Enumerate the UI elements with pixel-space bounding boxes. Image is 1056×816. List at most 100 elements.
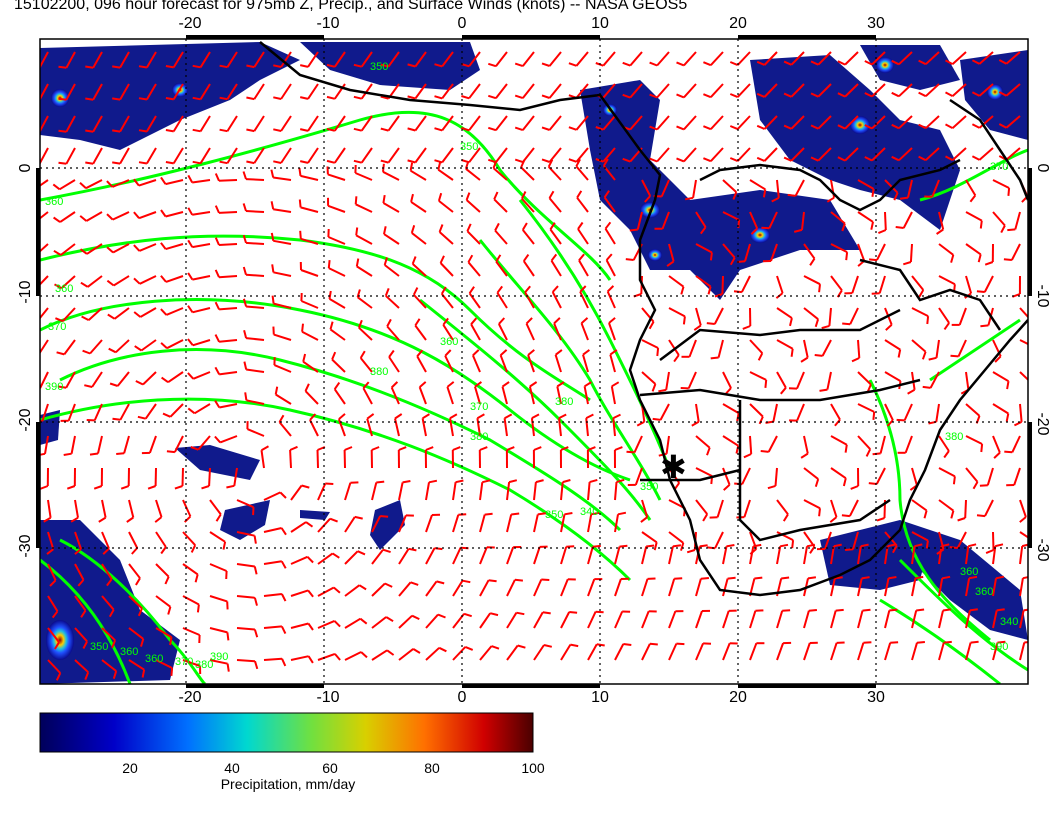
wind-barb <box>236 563 255 568</box>
wind-barb <box>40 211 49 220</box>
wind-barb-flag <box>685 196 694 201</box>
wind-barb-flag <box>408 547 417 552</box>
wind-barb <box>165 179 184 186</box>
wind-barb-flag <box>302 353 307 362</box>
wind-barb <box>182 531 196 546</box>
wind-barb <box>328 298 346 309</box>
wind-barb-flag <box>1003 258 1012 261</box>
wind-barb <box>587 643 598 661</box>
wind-barb <box>101 659 117 672</box>
wind-barb-flag <box>623 643 632 646</box>
wind-barb-flag <box>112 129 121 133</box>
wind-barb-flag <box>865 448 872 457</box>
wind-barb <box>641 339 659 349</box>
wind-barb <box>844 147 859 162</box>
wind-barb <box>790 147 805 162</box>
wind-barb <box>749 403 764 418</box>
wind-barb-flag <box>394 413 403 420</box>
wind-barb <box>70 435 76 454</box>
wind-barb <box>871 115 886 130</box>
wind-barb-flag <box>727 576 736 580</box>
wind-barb <box>247 428 265 437</box>
wind-barb-flag <box>918 123 927 130</box>
wind-barb-flag <box>783 92 792 98</box>
wind-barb-flag <box>541 126 550 131</box>
wind-barb-flag <box>390 381 399 389</box>
wind-barb-flag <box>916 641 925 644</box>
wind-barb-flag <box>442 317 449 326</box>
wind-barb-flag <box>160 209 167 218</box>
wind-barb-flag <box>242 266 247 275</box>
wind-barb <box>992 403 1009 415</box>
wind-barb <box>301 300 319 309</box>
wind-barb <box>410 169 427 181</box>
wind-barb <box>851 275 859 294</box>
wind-barb <box>263 657 283 661</box>
wind-barb <box>767 435 778 453</box>
wind-barb-flag <box>84 671 90 680</box>
wind-barb-flag <box>806 543 816 548</box>
wind-barb <box>722 642 731 661</box>
wind-barb <box>452 547 462 565</box>
wind-barb <box>578 259 589 277</box>
wind-barb-flag <box>449 413 458 420</box>
wind-barb <box>776 499 789 515</box>
wind-barb <box>384 264 400 277</box>
wind-barb-flag <box>972 481 979 490</box>
wind-barb <box>641 578 649 597</box>
wind-barb-flag <box>606 285 615 293</box>
wind-barb <box>641 643 651 661</box>
wind-barb <box>713 307 724 325</box>
wind-barb-flag <box>187 272 194 281</box>
wind-barb-flag <box>980 324 989 328</box>
wind-barb <box>479 482 484 501</box>
wind-barb-flag <box>455 479 464 484</box>
wind-barb <box>40 339 49 355</box>
wind-barb-flag <box>818 508 821 517</box>
wind-barb-flag <box>85 65 94 69</box>
wind-barb <box>91 371 103 388</box>
contour-label: 370 <box>470 401 488 413</box>
wind-barb <box>139 243 157 252</box>
wind-barb <box>85 179 103 190</box>
wind-barb <box>155 595 171 608</box>
wind-barb <box>344 584 360 597</box>
wind-barb <box>40 115 49 133</box>
wind-barb-flag <box>835 608 844 612</box>
wind-barb-flag <box>706 322 715 325</box>
wind-barb-flag <box>133 311 142 318</box>
wind-barb-flag <box>553 317 561 325</box>
wind-barb <box>116 371 130 387</box>
wind-barb-flag <box>82 640 88 649</box>
wind-barb <box>101 563 113 580</box>
wind-barb-flag <box>837 124 846 130</box>
wind-barb-flag <box>885 323 893 331</box>
wind-barb <box>741 275 751 293</box>
wind-barb <box>911 499 928 512</box>
wind-barb <box>1014 211 1021 230</box>
wind-barb-flag <box>656 347 660 357</box>
wind-barb-flag <box>438 224 444 233</box>
wind-barb <box>871 51 886 66</box>
wind-barb-flag <box>676 125 685 131</box>
wind-barb <box>383 233 400 245</box>
wind-barb-flag <box>845 548 854 551</box>
wind-barb <box>736 51 751 66</box>
wind-barb <box>47 499 52 518</box>
wind-barb-flag <box>584 381 592 388</box>
wind-barb <box>416 355 427 373</box>
wind-barb-flag <box>758 416 764 425</box>
wind-barb <box>209 659 228 665</box>
wind-barb-flag <box>279 491 287 499</box>
wind-barb-flag <box>107 313 116 320</box>
wind-barb-flag <box>1019 516 1027 523</box>
wind-barb-flag <box>79 248 88 255</box>
wind-barb-flag <box>126 516 134 523</box>
wind-barb-flag <box>253 629 259 638</box>
wind-barb <box>614 482 618 501</box>
wind-barb-flag <box>409 162 414 171</box>
wind-barb <box>181 467 184 487</box>
wind-barb <box>790 51 805 66</box>
wind-barb-flag <box>274 386 279 395</box>
wind-barb-flag <box>942 575 951 580</box>
